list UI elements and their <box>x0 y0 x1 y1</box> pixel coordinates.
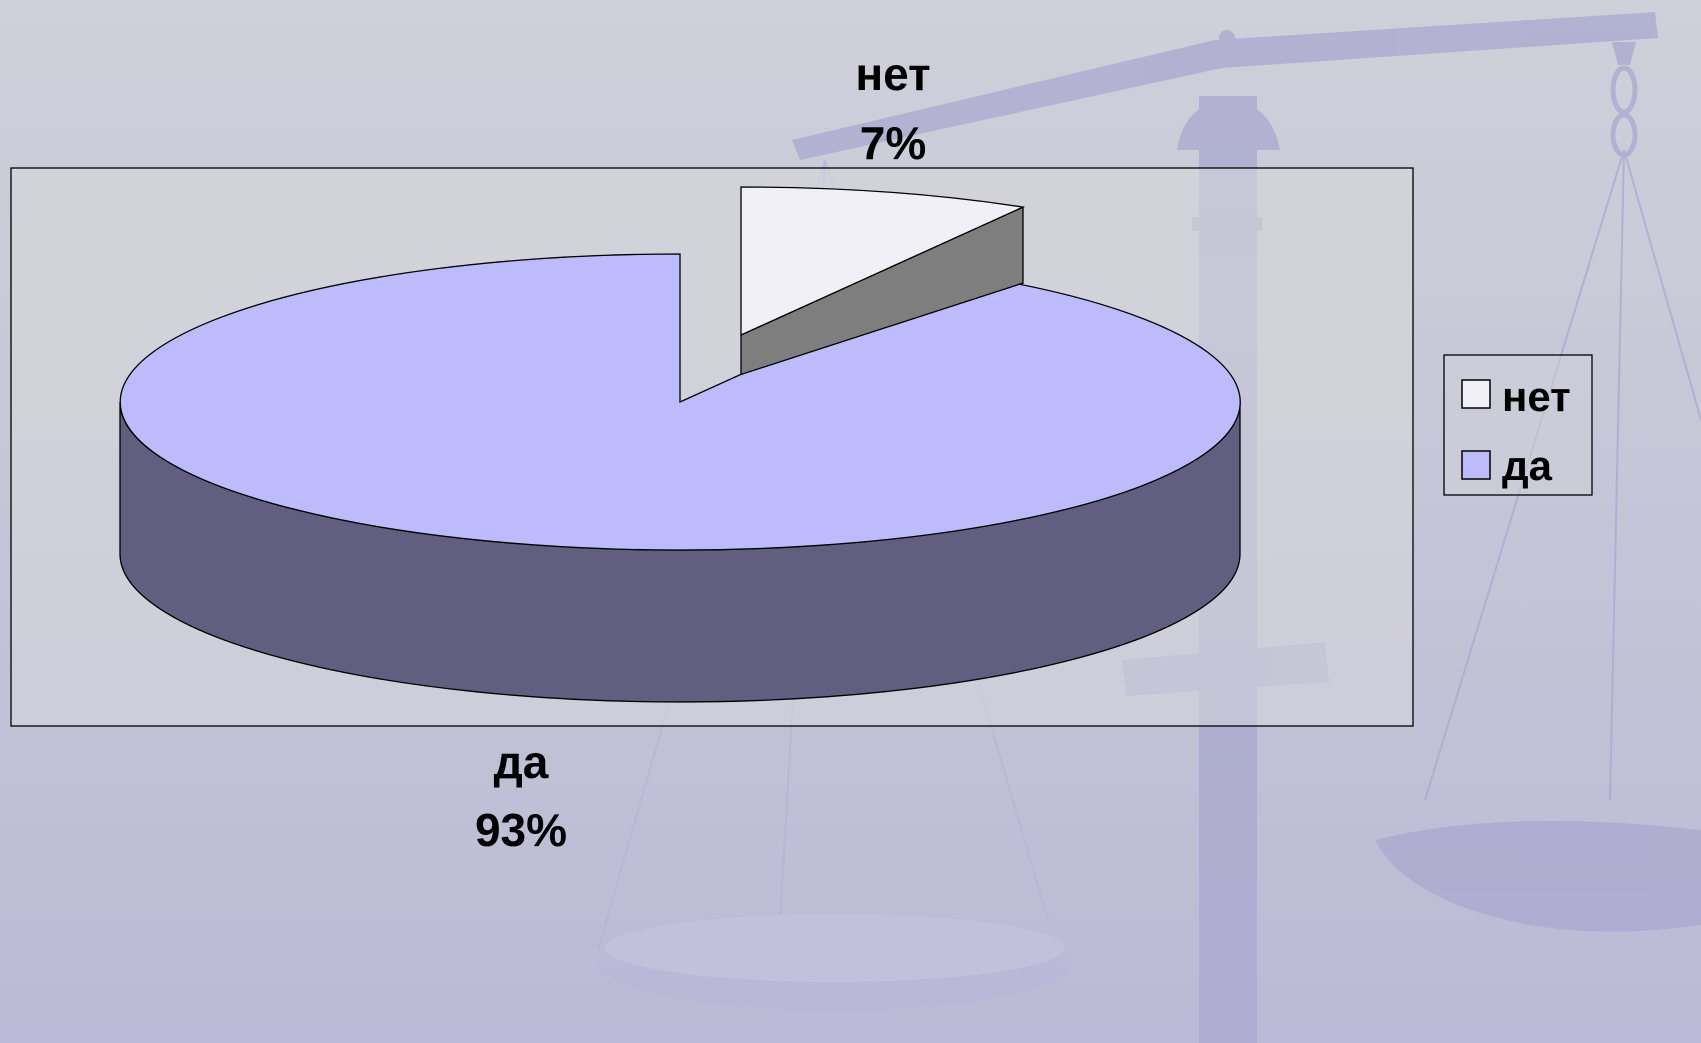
pie-group <box>119 186 1241 703</box>
slice-net <box>740 186 1026 337</box>
legend-swatch-da <box>1461 450 1491 480</box>
data-label-net-name: нет <box>855 48 930 100</box>
legend-swatch-net <box>1461 379 1491 409</box>
data-label-net-value: 7% <box>860 117 926 169</box>
data-label-da-name: да <box>494 736 549 788</box>
legend: нет да <box>1443 354 1593 496</box>
legend-label-net: нет <box>1502 373 1571 420</box>
legend-label-da: да <box>1502 442 1553 489</box>
legend-box <box>1443 354 1593 496</box>
data-label-da-value: 93% <box>475 804 567 856</box>
slice-da <box>119 253 1241 551</box>
